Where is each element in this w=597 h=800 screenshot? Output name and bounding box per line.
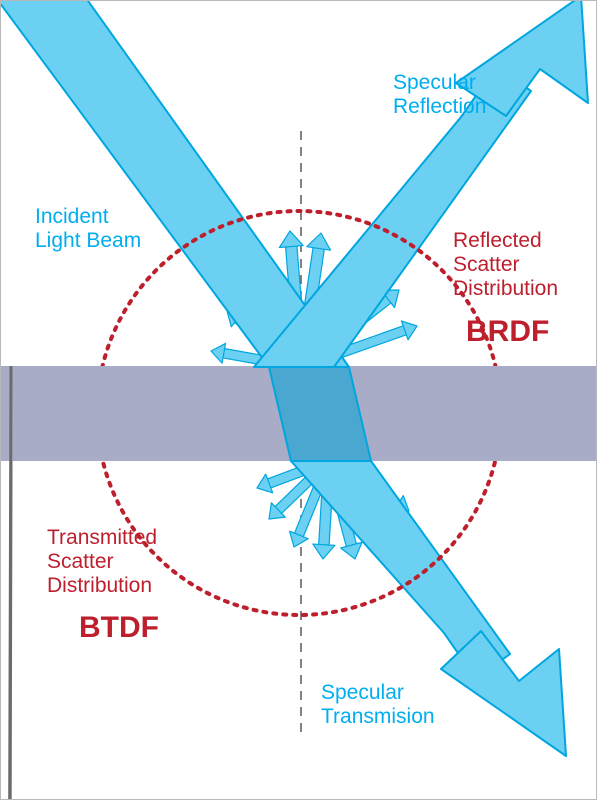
label-transmitted-scatter: TransmittedScatterDistribution [47, 526, 157, 598]
label-incident: IncidentLight Beam [35, 205, 141, 253]
label-btdf: BTDF [79, 611, 159, 646]
label-reflected-scatter: ReflectedScatterDistribution [453, 229, 558, 301]
diagram-frame: IncidentLight Beam SpecularReflection Re… [0, 0, 597, 800]
incident-beam [1, 1, 349, 367]
label-specular-transmission: SpecularTransmision [321, 681, 435, 729]
label-brdf: BRDF [466, 315, 549, 350]
bsdf-diagram [1, 1, 596, 799]
label-specular-reflection: SpecularReflection [393, 71, 486, 119]
surface-edge-bottom [1, 461, 11, 799]
